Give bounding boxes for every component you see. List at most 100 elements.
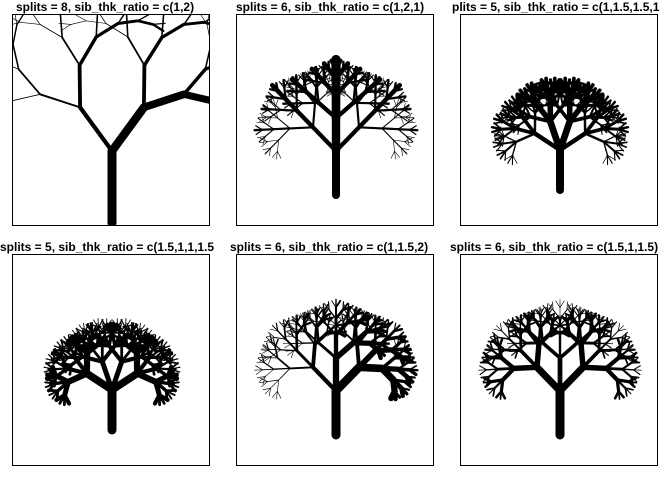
branch xyxy=(353,75,357,90)
branch xyxy=(100,331,112,335)
branch xyxy=(396,96,406,102)
branch xyxy=(616,143,624,152)
branch xyxy=(343,81,346,94)
branch xyxy=(596,115,613,119)
branch xyxy=(206,24,209,37)
branch xyxy=(615,135,626,139)
branch xyxy=(258,136,266,143)
branch xyxy=(486,344,495,350)
branch xyxy=(323,303,330,311)
branch xyxy=(361,75,370,80)
branch xyxy=(288,126,315,130)
branch xyxy=(396,101,403,108)
branch xyxy=(374,315,381,325)
branch xyxy=(521,324,531,333)
branch xyxy=(354,317,364,330)
branch xyxy=(393,139,405,142)
branch xyxy=(617,128,627,137)
branch xyxy=(77,63,83,110)
branch xyxy=(555,300,561,308)
branch xyxy=(355,363,386,373)
branch xyxy=(277,379,280,392)
branch xyxy=(354,326,359,346)
branch xyxy=(602,140,616,152)
branch xyxy=(105,23,129,38)
branch xyxy=(269,334,273,344)
branch xyxy=(356,91,368,105)
branch xyxy=(390,108,404,112)
branch xyxy=(305,319,315,322)
branch xyxy=(564,99,575,105)
branch xyxy=(551,315,560,324)
branch xyxy=(183,15,192,26)
branch xyxy=(615,133,626,137)
branch xyxy=(573,310,580,318)
tree-panel xyxy=(460,254,658,466)
branch xyxy=(96,336,111,347)
branch xyxy=(168,353,176,363)
branch xyxy=(303,73,308,82)
branch xyxy=(408,129,417,136)
branch xyxy=(277,330,287,340)
branch xyxy=(539,306,542,316)
branch xyxy=(122,325,133,333)
branch xyxy=(307,315,315,322)
branch xyxy=(155,360,170,370)
branch xyxy=(340,317,349,321)
branch xyxy=(552,323,562,327)
branch xyxy=(262,344,270,350)
branch xyxy=(304,78,315,83)
branch xyxy=(288,317,291,327)
branch xyxy=(343,74,347,83)
branch xyxy=(278,367,291,381)
branch xyxy=(112,319,119,329)
branch xyxy=(108,322,119,329)
branch xyxy=(149,334,156,346)
branch xyxy=(315,325,320,345)
branch xyxy=(70,20,87,25)
branch xyxy=(261,128,275,131)
branch xyxy=(303,312,309,322)
branch xyxy=(393,88,404,93)
branch xyxy=(508,349,519,353)
branch xyxy=(67,344,77,353)
branch xyxy=(289,366,314,370)
branch xyxy=(578,317,588,330)
branch xyxy=(347,319,357,329)
branch xyxy=(203,18,209,23)
branch xyxy=(603,135,617,143)
panel-title: plits = 5, sib_thk_ratio = c(1,1.5,1.5,1 xyxy=(452,0,660,14)
branch xyxy=(588,94,598,101)
branch xyxy=(488,368,499,378)
branch xyxy=(571,303,574,313)
branch xyxy=(362,313,368,321)
branch xyxy=(264,387,272,395)
branch xyxy=(516,108,533,119)
branch xyxy=(327,327,335,333)
branch xyxy=(547,311,550,324)
branch xyxy=(270,139,280,149)
branch xyxy=(268,387,272,397)
branch xyxy=(270,109,282,117)
branch xyxy=(287,331,296,336)
panel-title: splits = 6, sib_thk_ratio = c(1.5,1,1.5) xyxy=(450,240,659,254)
branch xyxy=(514,349,519,359)
branch xyxy=(529,319,539,322)
branch xyxy=(88,333,99,339)
branch xyxy=(399,115,408,122)
branch xyxy=(325,331,335,333)
branch xyxy=(270,379,280,389)
branch xyxy=(401,147,404,157)
branch xyxy=(363,318,370,326)
branch xyxy=(134,323,140,334)
branch xyxy=(397,128,408,138)
branch xyxy=(261,141,268,148)
branch xyxy=(486,387,496,391)
fractal-tree xyxy=(13,15,209,225)
branch xyxy=(500,111,505,123)
branch xyxy=(373,108,393,112)
branch xyxy=(148,343,156,359)
branch xyxy=(613,150,616,161)
branch xyxy=(259,137,268,142)
branch xyxy=(579,308,586,316)
